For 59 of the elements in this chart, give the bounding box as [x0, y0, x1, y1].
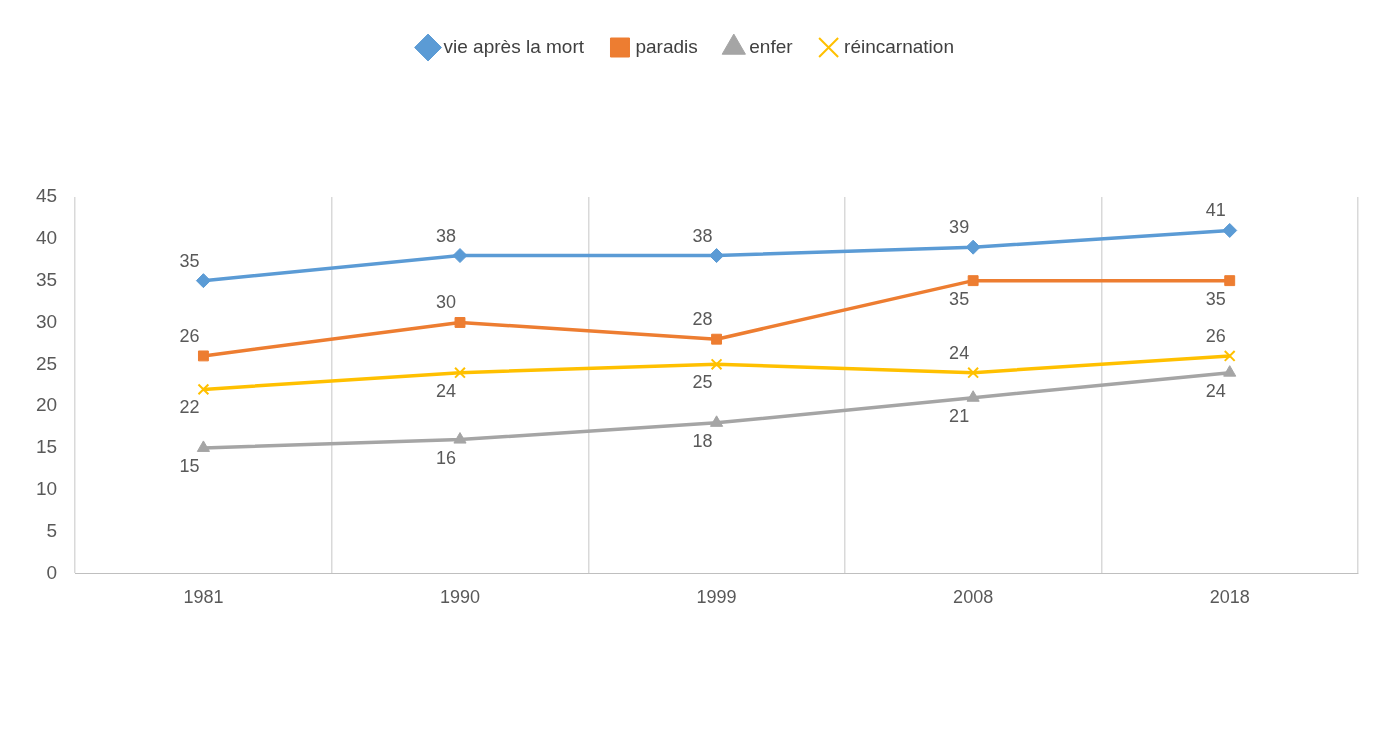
data-label: 21 [949, 405, 970, 426]
data-label: 38 [435, 225, 457, 246]
data-label: 38 [692, 225, 713, 246]
legend-label: paradis [635, 35, 698, 57]
data-label: 39 [949, 217, 970, 238]
data-label: 16 [435, 447, 457, 468]
data-label: 15 [179, 455, 200, 476]
x-tick-label: 2018 [1209, 587, 1250, 608]
point [454, 366, 466, 379]
y-tick-label: 30 [35, 310, 58, 332]
y-tick-label: 35 [35, 268, 58, 290]
point [1223, 349, 1236, 362]
y-tick-label: 0 [46, 561, 58, 583]
y-tick-label: 45 [35, 185, 58, 207]
data-label: 26 [1205, 325, 1226, 346]
point [1224, 275, 1236, 287]
data-label: 35 [949, 288, 970, 309]
data-label: 30 [435, 292, 457, 313]
y-tick-label: 5 [46, 519, 58, 541]
point [967, 366, 980, 379]
y-tick-label: 10 [35, 477, 58, 499]
y-tick-label: 20 [35, 394, 58, 416]
data-label: 18 [692, 430, 713, 451]
legend-label: enfer [749, 35, 794, 57]
point [710, 358, 723, 371]
point [709, 248, 725, 264]
point [195, 273, 211, 289]
point [197, 350, 209, 362]
x-tick-label: 1990 [439, 587, 481, 608]
legend-label: réincarnation [844, 35, 954, 57]
x-tick-label: 2008 [953, 587, 994, 608]
x-tick-label: 1999 [696, 587, 737, 608]
point [965, 239, 981, 255]
data-label: 24 [435, 380, 457, 401]
point [454, 317, 466, 328]
point [197, 383, 210, 396]
y-tick-label: 40 [35, 227, 58, 249]
data-label: 24 [1205, 380, 1226, 401]
point [711, 333, 723, 345]
data-label: 25 [692, 372, 713, 393]
y-tick-label: 15 [35, 436, 58, 458]
data-label: 24 [949, 342, 970, 363]
data-label: 28 [692, 309, 713, 330]
point [453, 432, 467, 444]
data-label: 35 [179, 250, 200, 271]
y-tick-label: 25 [35, 352, 58, 374]
point [1222, 222, 1238, 238]
point [1223, 365, 1237, 377]
data-label: 35 [1205, 288, 1226, 309]
data-label: 22 [179, 397, 200, 418]
data-label: 26 [179, 325, 200, 346]
point [710, 415, 724, 427]
point [967, 275, 979, 287]
x-tick-label: 1981 [183, 587, 224, 608]
point [966, 390, 980, 402]
point [452, 248, 468, 264]
legend-label: vie après la mort [443, 35, 585, 57]
point [196, 440, 210, 452]
data-label: 41 [1205, 200, 1226, 221]
